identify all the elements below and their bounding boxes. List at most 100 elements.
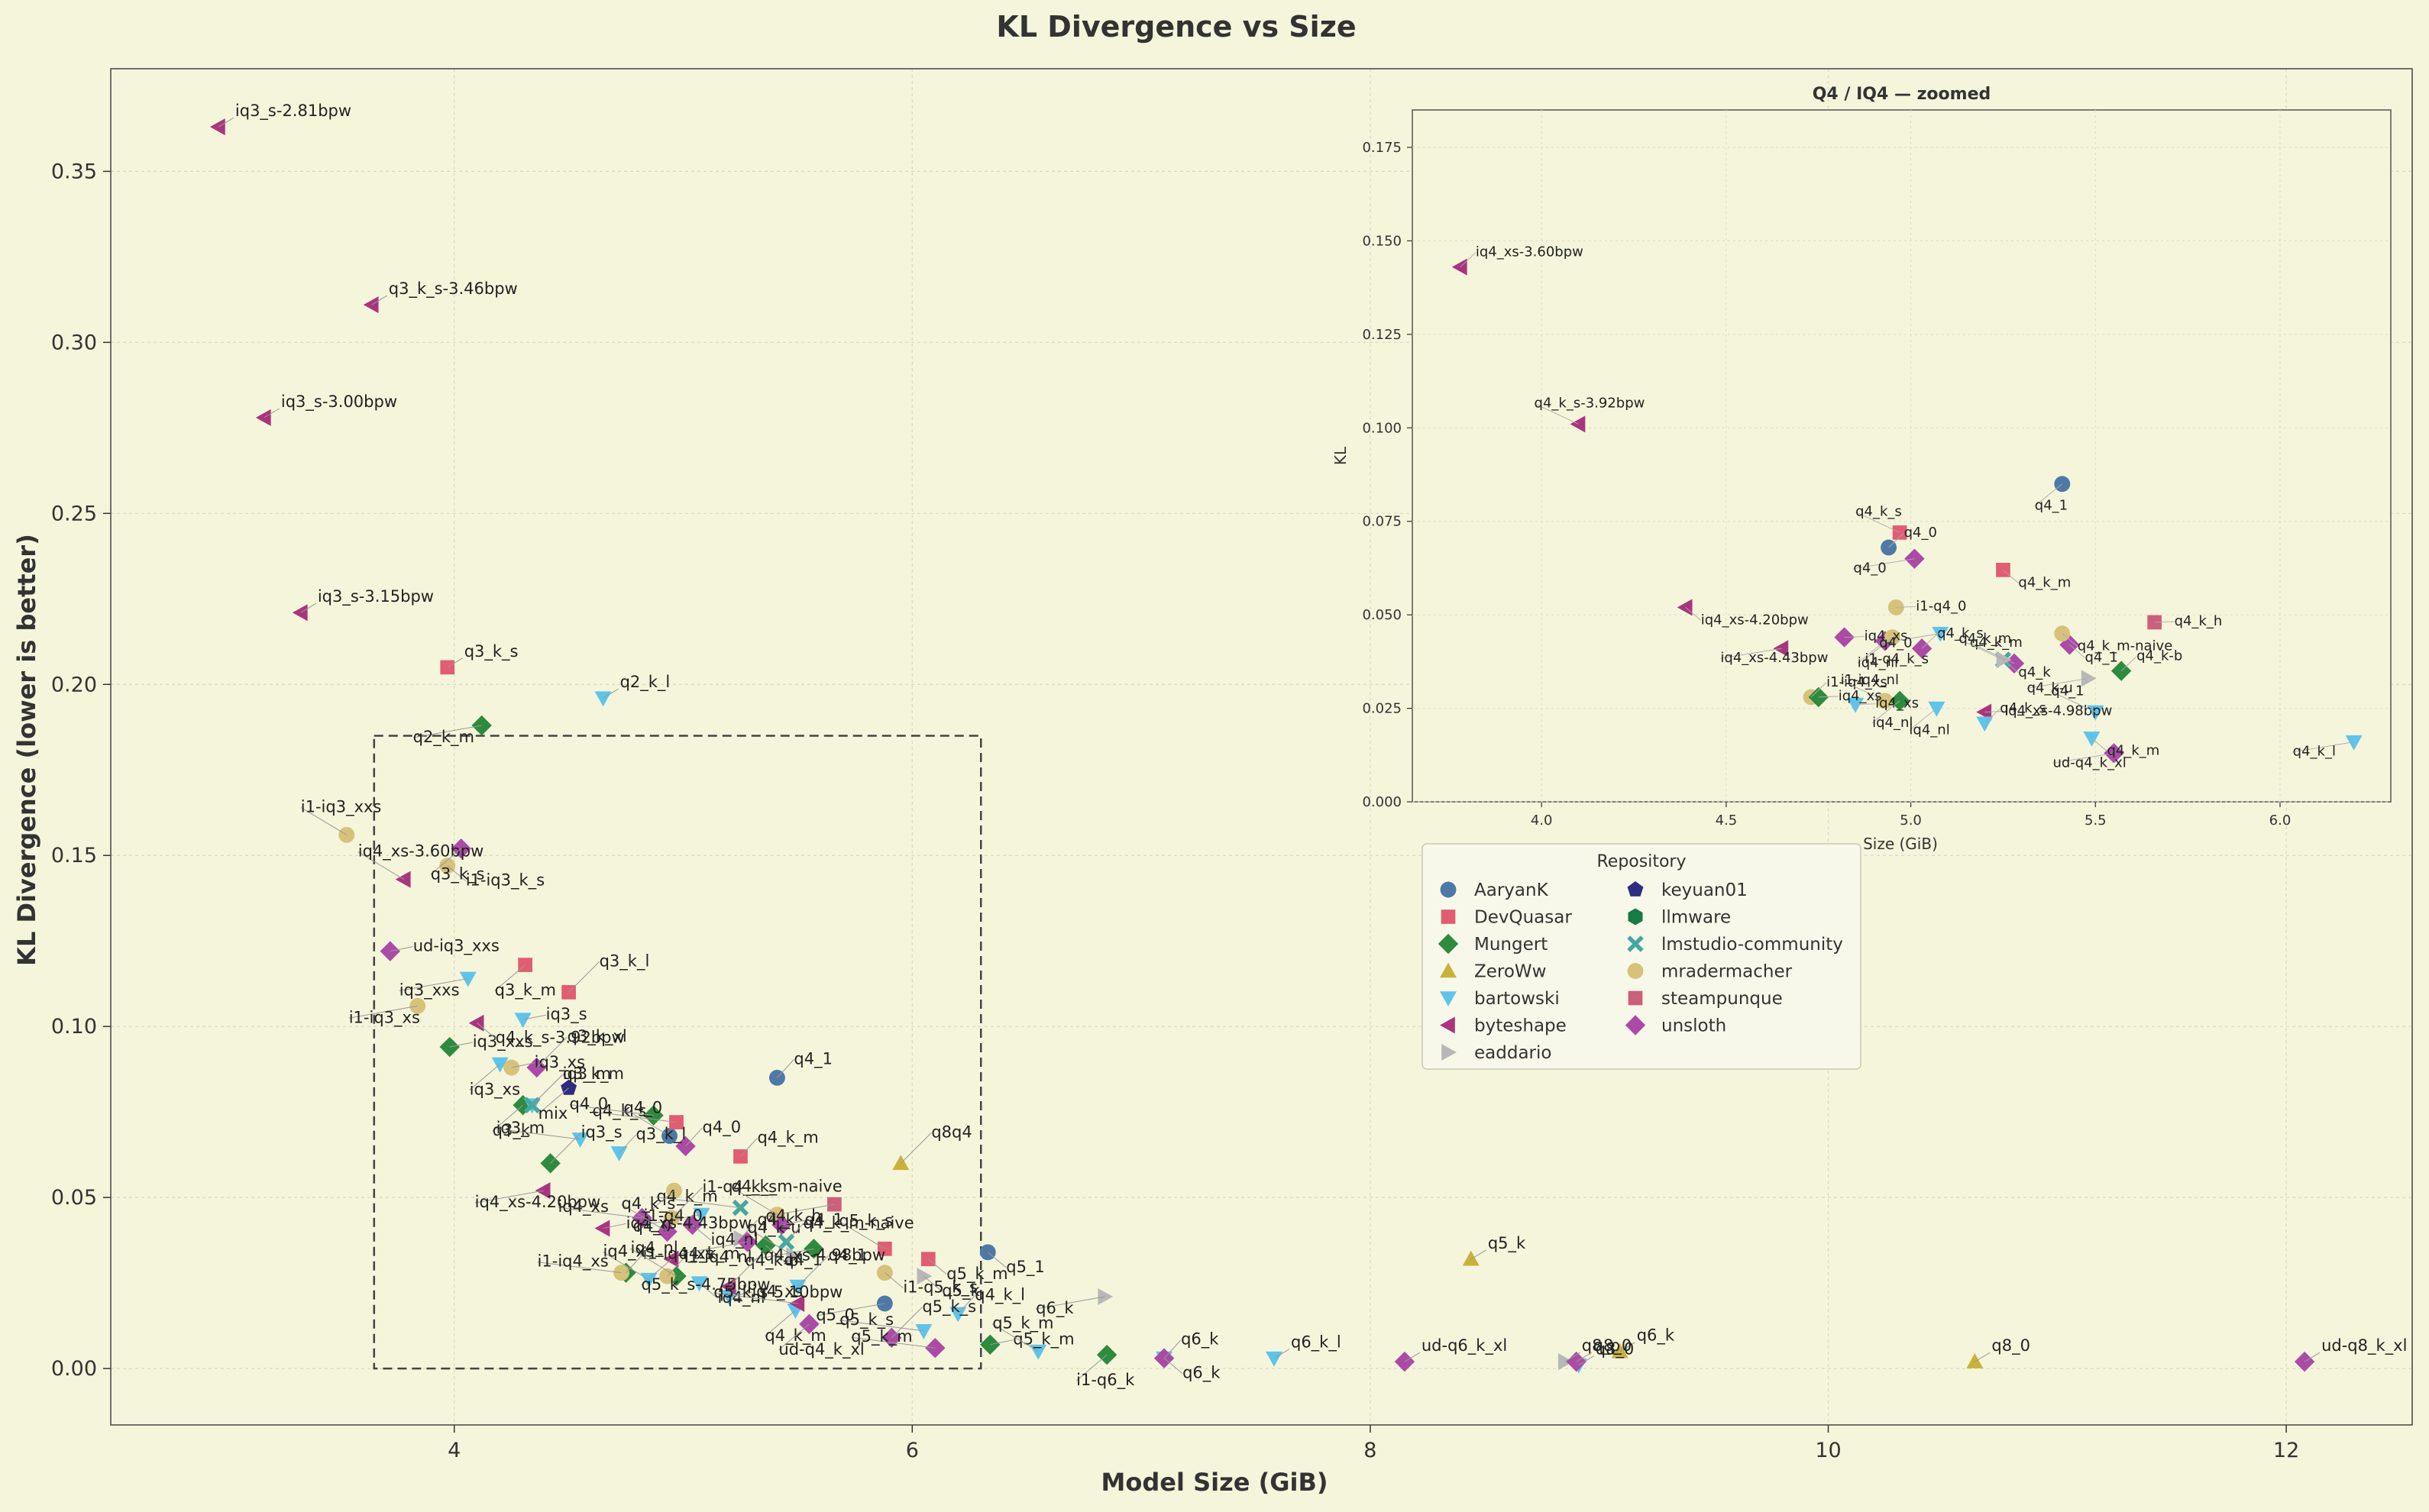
label-leader [603,688,619,699]
point-label-iq4-xs-4-98bpw: iq4_xs-4.98bpw [759,1246,885,1265]
inset-label-leader [1857,641,1886,664]
label-leader [537,1262,622,1274]
inset-label-leader [2052,752,2114,764]
point-label-q4-1: q4_1 [804,1210,843,1229]
legend-marker-zeroww [1440,962,1457,978]
label-leader [300,603,317,613]
point-label-q5-k-s-4-75bpw: q5_k_s-4.75bpw [642,1275,771,1294]
inset-y-tick-label: 0.000 [1362,794,1402,810]
inset-point-bartowski-iq4-xs [1847,697,1865,713]
label-leader [1404,1352,1421,1362]
legend-label-aaryank: AaryanK [1474,880,1549,900]
point-byteshape-iq3-s-3-00bpw [255,409,271,426]
legend-marker-lmstudio-community [1627,935,1644,952]
point-label-iq3-m: iq3_m [496,1119,545,1138]
inset-label-leader [2120,656,2137,671]
point-eaddario-q8-p [1557,1353,1574,1371]
point-label-q3-k-s: q3_k_s [464,642,519,661]
point-label-q3-k-s: q3_k_s [431,864,485,884]
point-label-ud-iq3-xxs: ud-iq3_xxs [413,937,500,956]
point-label-i1-iq4-xs: i1-iq4_xs [538,1252,609,1271]
inset-title: Q4 / IQ4 — zoomed [1813,85,1991,104]
inset-label-leader [1855,703,1876,706]
point-byteshape-iq4-xs-3-60bpw [395,871,411,888]
point-label-q5-k-m: q5_k_m [1013,1330,1074,1349]
label-leader [532,1074,563,1106]
inset-point-label-q4-0: q4_0 [1879,635,1912,651]
point-label-iq3-m: iq3_m [563,1065,611,1084]
inset-x-tick-label: 6.0 [2269,813,2292,829]
main-plot-area: 4 6 8 10 12 0.00 0.05 0.10 0.15 0.20 0.25 0.30 0.35 q… [51,68,2413,1462]
x-tick-label: 12 [2273,1439,2299,1462]
point-byteshape-iq3-s-2-81bpw [209,118,225,136]
label-leader [1619,1342,1635,1352]
label-leader [990,1339,1014,1346]
label-leader [641,1258,672,1286]
label-leader [390,946,413,952]
inset-label-leader [1534,402,1579,425]
point-label-ud-q8-k-xl: ud-q8_k_xl [2321,1336,2407,1355]
point-label-q6-k: q6_k [1182,1364,1221,1383]
legend: Repository AaryanK DevQuasar Mungert ZeroWw b… [1421,843,1861,1070]
inset-point-label-i1-q4-0: i1-q4_0 [1916,598,1966,614]
inset-x-axis-label: Size (GiB) [1863,835,1938,853]
label-leader [685,1127,703,1147]
point-bartowski-q4-0 [693,1207,710,1223]
point-label-q3-k-l: q3_k_l [636,1125,687,1144]
inset-point-label-iq4-nl: iq4_nl [1872,715,1913,731]
inset-label-leader [1844,636,1865,638]
point-zeroww-q6-k [1611,1342,1628,1359]
point-label-q5-k-s: q5_k_s [839,1310,894,1329]
point-label-q3-k-s-3-46bpw: q3_k_s-3.46bpw [389,279,518,299]
inset-point-unsloth-q4-1 [2059,635,2080,655]
label-leader [447,657,463,668]
label-leader [371,295,388,305]
point-label-iq4-xs-3-60bpw: iq4_xs-3.60bpw [358,842,484,861]
point-label-q3-k-l: q3_k_l [600,951,650,971]
inset-point-label-iq4-xs: iq4_xs [1839,688,1882,704]
point-label-q4-k: q4_k [757,1210,795,1229]
inset-label-leader [1896,606,1916,608]
point-label-q5-k-s: q5_k_s [922,1297,976,1317]
label-leader [536,1036,568,1068]
point-byteshape-iq4-xs-4-43bpw [594,1220,610,1237]
label-leader [494,964,526,991]
inset-label-leader [1888,532,1904,548]
inset-frame [1412,109,2392,803]
point-unsloth-q4-1 [771,1214,792,1236]
point-label-i1-q6-k: i1-q6_k [1076,1371,1135,1390]
point-label-iq4-xs: iq4_xs [752,1282,802,1301]
inset-y-tick-label: 0.125 [1362,327,1402,343]
point-label-mix: mix [539,1104,568,1123]
legend-marker-bartowski [1440,991,1457,1006]
point-label-q2-k-l: q2_k_l [620,673,671,692]
point-label-q3-k-m: q3_k_m [563,1065,624,1084]
inset-point-label-i1-iq4-xs: i1-iq4_xs [1826,674,1887,690]
inset-point-label-q4-k-l: q4_k_l [2293,744,2336,760]
point-label-q5-0: q5_0 [816,1306,855,1325]
inset-point-eaddario-q4-k-u [2081,670,2097,687]
label-leader [592,1111,677,1123]
point-aaryank-q4-0 [661,1128,678,1144]
point-label-ud-q6-k-xl: ud-q6_k_xl [1421,1336,1507,1355]
legend-item-llmware: llmware [1628,908,1731,928]
label-leader [816,1303,885,1317]
x-tick-label: 8 [1363,1439,1376,1462]
label-leader [777,1059,794,1078]
point-label-q4-k-s: q4_k_s [622,1194,676,1213]
label-leader [469,1064,500,1090]
inset-label-leader [2051,691,2096,712]
main-point-labels: q4_1 q4_0 q5_1 q5_0 q3_k_s q3_k_m q3_k_l q4_k_s… [218,102,2407,1390]
label-leader [671,1187,703,1219]
point-label-iq4-nl: iq4_nl [717,1288,765,1307]
label-leader [885,1272,904,1289]
point-label-q8-0: q8_0 [1593,1336,1632,1355]
label-leader [699,1282,718,1299]
point-label-iq3-xs: iq3_xs [470,1080,520,1099]
legend-marker-mungert [1438,933,1459,955]
inset-point-label-q4-k-s-3-92bpw: q4_k_s-3.92bpw [1535,395,1645,411]
label-leader [2304,1352,2321,1362]
point-mradermacher-i1-iq4-xs [613,1265,630,1281]
legend-item-steampunque: steampunque [1628,989,1783,1009]
point-label-q8q4: q8q4 [931,1123,972,1141]
